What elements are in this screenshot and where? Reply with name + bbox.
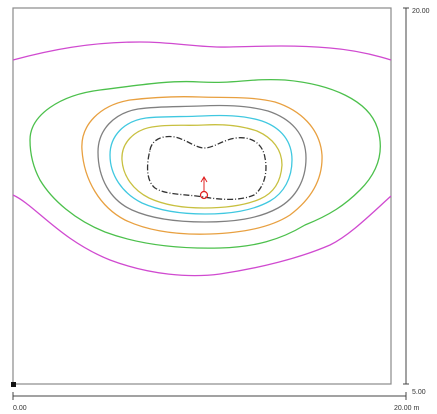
contour-magenta-top — [12, 41, 392, 61]
x-axis-end-label: 20.00 m — [394, 405, 419, 412]
origin-marker — [11, 382, 16, 387]
marker-circle — [199, 190, 209, 200]
y-axis-top-label: 20.00 — [412, 8, 430, 15]
contour-yellow — [121, 124, 283, 209]
contour-black-dashed — [146, 135, 267, 201]
contour-green — [29, 78, 381, 249]
contour-orange — [81, 95, 323, 235]
x-axis-start-label: 0.00 — [13, 405, 27, 412]
contour-gray — [97, 104, 307, 223]
contour-cyan — [109, 114, 293, 215]
plot-frame — [12, 7, 392, 385]
marker-arrow-head — [200, 176, 208, 183]
contour-magenta-bottom — [12, 194, 392, 277]
y-axis-bottom-label: 5.00 — [412, 389, 426, 396]
